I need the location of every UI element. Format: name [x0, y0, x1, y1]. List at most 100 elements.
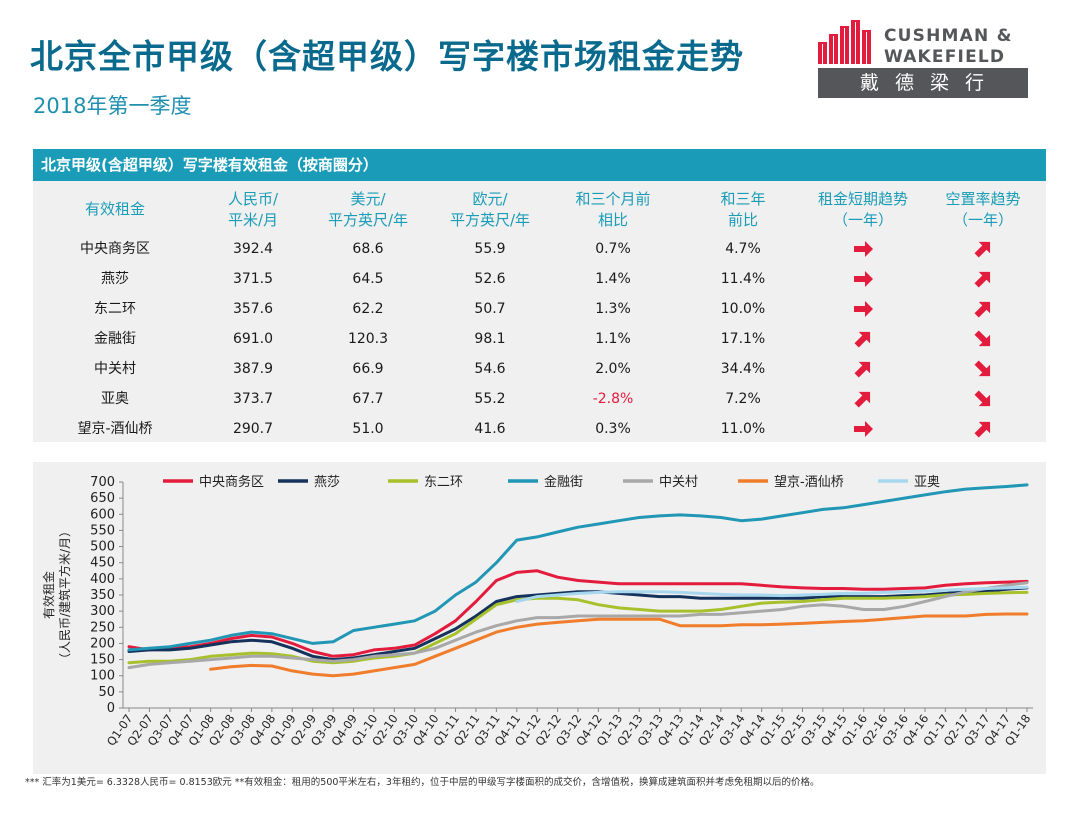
- column-header: 欧元/平方英尺/年: [420, 189, 560, 231]
- y-tick-label: 650: [90, 491, 115, 506]
- logo-line2: WAKEFIELD: [884, 47, 1006, 67]
- legend-label: 燕莎: [314, 475, 340, 490]
- page-subtitle: 2018年第一季度: [33, 94, 192, 118]
- table-cell: 17.1%: [720, 331, 766, 347]
- table-cell: 64.5: [352, 271, 384, 287]
- table-cell: 691.0: [232, 331, 274, 347]
- legend-label: 望京-酒仙桥: [774, 474, 844, 490]
- column-header-line1: 租金短期趋势: [817, 190, 908, 208]
- table-cell: 1.3%: [595, 301, 631, 317]
- y-tick-label: 400: [90, 572, 115, 587]
- table-cell: 34.4%: [720, 361, 766, 377]
- table-cell: 66.9: [352, 361, 384, 377]
- table-cell: 11.4%: [720, 271, 766, 287]
- table-cell: 10.0%: [720, 301, 766, 317]
- column-header-line1: 空置率趋势: [945, 190, 1021, 208]
- y-tick-label: 600: [90, 507, 115, 522]
- series-line: [127, 483, 1029, 652]
- column-header-line1: 和三个月前: [575, 190, 651, 208]
- column-header-line2: 前比: [727, 211, 758, 229]
- column-header-line1: 美元/: [350, 190, 386, 208]
- vacancy-trend-up-right-arrow-icon: [972, 300, 994, 318]
- y-tick-label: 700: [90, 475, 115, 490]
- column-header-line2: 平米/月: [227, 211, 279, 229]
- y-tick-label: 450: [90, 556, 115, 571]
- table-cell: 0.3%: [595, 421, 631, 437]
- series-line: [515, 585, 1029, 603]
- table-cell: 0.7%: [595, 241, 631, 257]
- logo-bars-icon: [818, 20, 871, 64]
- vacancy-trend-down-right-arrow-icon: [972, 390, 994, 408]
- column-header-line2: （一年）: [952, 211, 1013, 229]
- table-cell: 51.0: [352, 421, 384, 437]
- y-tick-label: 100: [90, 669, 115, 684]
- rent-table: 北京甲级(含超甲级）写字楼有效租金（按商圈分） 有效租金 人民币/平米/月 美元/平…: [33, 149, 1046, 442]
- table-cell: 1.4%: [595, 271, 631, 287]
- table-cell: 290.7: [232, 421, 274, 437]
- legend-label: 亚奥: [914, 475, 940, 490]
- column-header-line1: 有效租金: [84, 200, 145, 218]
- column-header-line2: 平方英尺/年: [327, 211, 409, 229]
- series-line: [127, 586, 1029, 662]
- y-tick-label: 300: [90, 604, 115, 619]
- table-cell: 67.7: [352, 391, 384, 407]
- table-cell: 357.6: [232, 301, 274, 317]
- row-label: 亚奥: [101, 391, 129, 407]
- y-tick-label: 150: [90, 653, 115, 668]
- y-tick-label: 50: [98, 685, 115, 700]
- y-tick-label: 350: [90, 588, 115, 603]
- rent-trend-right-arrow-icon: [852, 300, 874, 318]
- table-cell: 7.2%: [725, 391, 761, 407]
- series-line: [127, 569, 1029, 658]
- y-tick-label: 550: [90, 523, 115, 538]
- table-cell: 1.1%: [595, 331, 631, 347]
- row-label: 中央商务区: [80, 241, 150, 257]
- rent-trend-right-arrow-icon: [852, 240, 874, 258]
- legend-label: 东二环: [424, 475, 463, 490]
- logo-line1: CUSHMAN &: [884, 26, 1013, 46]
- column-header-line1: 人民币/: [227, 190, 279, 208]
- table-cell: 41.6: [474, 421, 506, 437]
- cushman-wakefield-logo: CUSHMAN & WAKEFIELD 戴德梁行: [818, 20, 1028, 100]
- y-axis-label: （人民币/建筑平方米/月）: [57, 525, 72, 665]
- table-cell: 52.6: [474, 271, 506, 287]
- logo-wordmark: CUSHMAN & WAKEFIELD: [884, 26, 1013, 68]
- column-header-line2: 相比: [597, 211, 628, 229]
- table-cell: 4.7%: [725, 241, 761, 257]
- column-header-line2: 平方英尺/年: [449, 211, 531, 229]
- y-tick-label: 250: [90, 620, 115, 635]
- column-header: 租金短期趋势 （一年）: [793, 189, 933, 231]
- row-label: 燕莎: [101, 271, 129, 287]
- table-cell: 68.6: [352, 241, 384, 257]
- vacancy-trend-down-right-arrow-icon: [972, 360, 994, 378]
- table-cell: 98.1: [474, 331, 506, 347]
- row-label: 望京-酒仙桥: [77, 421, 153, 437]
- column-header: 美元/平方英尺/年: [298, 189, 438, 231]
- table-caption: 北京甲级(含超甲级）写字楼有效租金（按商圈分）: [33, 149, 1046, 181]
- series-line: [127, 581, 1029, 670]
- row-label: 中关村: [94, 361, 136, 377]
- y-tick-label: 500: [90, 540, 115, 555]
- column-header-line2: （一年）: [832, 211, 893, 229]
- column-header: 和三年 前比: [673, 189, 813, 231]
- table-cell: 54.6: [474, 361, 506, 377]
- table-cell: 120.3: [347, 331, 389, 347]
- y-axis-label: 有效租金: [41, 571, 56, 619]
- row-label: 东二环: [94, 301, 136, 317]
- rent-trend-up-right-arrow-icon: [852, 330, 874, 348]
- series-line: [209, 612, 1029, 678]
- table-cell: 11.0%: [720, 421, 766, 437]
- vacancy-trend-up-right-arrow-icon: [972, 240, 994, 258]
- footnote: *** 汇率为1美元= 6.3328人民币= 0.8153欧元 **有效租金：租…: [25, 777, 820, 788]
- table-cell: 62.2: [352, 301, 384, 317]
- legend-label: 金融街: [544, 474, 583, 490]
- logo-chinese: 戴德梁行: [818, 68, 1028, 98]
- vacancy-trend-up-right-arrow-icon: [972, 270, 994, 288]
- column-header-line1: 和三年: [720, 190, 766, 208]
- column-header: 空置率趋势 （一年）: [913, 189, 1053, 231]
- page-title: 北京全市甲级（含超甲级）写字楼市场租金走势: [30, 37, 744, 76]
- table-cell: -2.8%: [592, 391, 634, 407]
- rent-trend-right-arrow-icon: [852, 420, 874, 438]
- table-cell: 50.7: [474, 301, 506, 317]
